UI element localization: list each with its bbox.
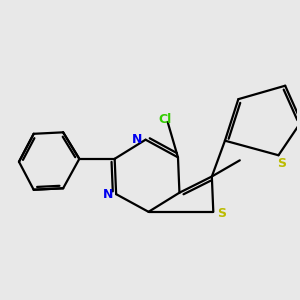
Text: S: S <box>277 157 286 170</box>
Text: Cl: Cl <box>158 112 171 126</box>
Text: N: N <box>103 188 113 201</box>
Text: N: N <box>132 133 142 146</box>
Text: S: S <box>217 207 226 220</box>
